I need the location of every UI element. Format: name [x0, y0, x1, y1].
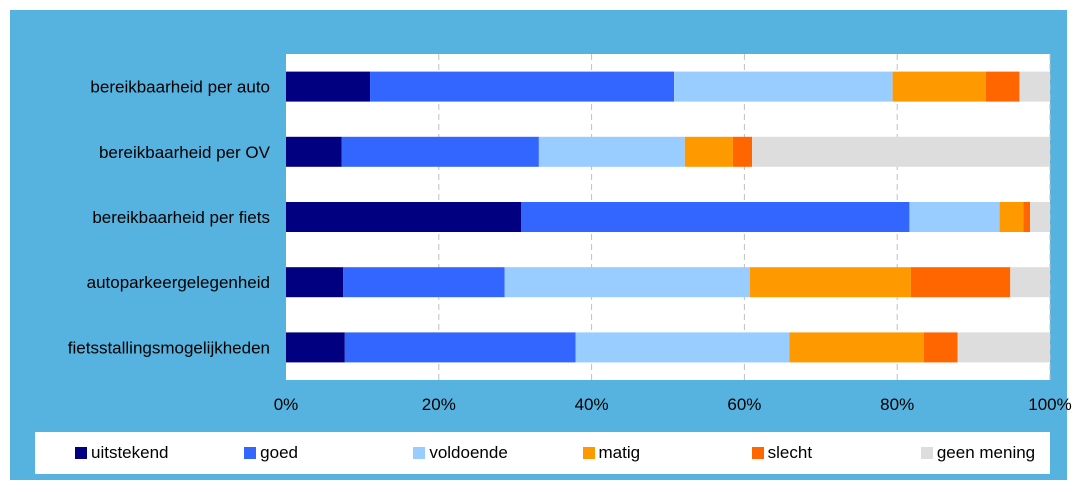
- bar-segment-uitstekend: [286, 332, 345, 363]
- bar-segment-matig: [789, 332, 924, 363]
- bars: [286, 71, 1050, 363]
- legend-item: slecht: [751, 432, 813, 474]
- legend-item: geen mening: [920, 432, 1036, 474]
- category-label: bereikbaarheid per auto: [90, 78, 270, 97]
- bar-segment-matig: [892, 71, 986, 102]
- bar-segment-matig: [684, 136, 733, 167]
- bar-segment-uitstekend: [286, 71, 371, 102]
- category-label: autoparkeergelegenheid: [87, 273, 270, 292]
- legend-item: goed: [244, 432, 298, 474]
- x-tick-labels: 0% 20% 40% 60% 80% 100%: [274, 395, 1072, 414]
- legend-label: slecht: [767, 443, 813, 462]
- legend-label: voldoende: [429, 443, 508, 462]
- bar-segment-voldoende: [504, 267, 750, 298]
- legend-swatch: [751, 447, 764, 459]
- bar-segment-voldoende: [674, 71, 893, 102]
- bar-segment-goed: [521, 202, 910, 232]
- bar-segment-uitstekend: [286, 267, 344, 298]
- legend-swatch: [582, 447, 595, 459]
- bar-segment-goed: [370, 71, 675, 102]
- bar-segment-uitstekend: [286, 136, 342, 167]
- bar-segment-uitstekend: [286, 202, 522, 232]
- bar-segment-voldoende: [538, 136, 685, 167]
- bar-segment-slecht: [985, 71, 1020, 102]
- bar-segment-geen-mening: [1030, 202, 1050, 232]
- legend: uitstekend goed voldoende matig slecht geen m…: [35, 432, 1050, 474]
- legend-label: uitstekend: [91, 443, 169, 462]
- x-tick-label: 60%: [727, 395, 761, 414]
- bar-segment-slecht: [923, 332, 958, 363]
- legend-label: geen mening: [936, 443, 1036, 462]
- legend-swatch: [413, 447, 426, 459]
- legend-item: matig: [582, 432, 641, 474]
- legend-swatch: [75, 447, 87, 459]
- bar-segment-geen-mening: [957, 332, 1050, 363]
- legend-item: uitstekend: [75, 432, 169, 474]
- category-label: fietsstallingsmogelijkheden: [68, 338, 270, 357]
- bar-segment-slecht: [732, 136, 753, 167]
- legend-swatch: [920, 447, 933, 459]
- bar-segment-geen-mening: [1010, 267, 1050, 298]
- bar-segment-matig: [999, 202, 1024, 232]
- x-tick-label: 80%: [880, 395, 914, 414]
- category-labels: bereikbaarheid per auto bereikbaarheid pe…: [68, 78, 271, 358]
- bar-segment-goed: [341, 136, 539, 167]
- bar-segment-matig: [749, 267, 911, 298]
- bar-segment-voldoende: [909, 202, 1000, 232]
- category-label: bereikbaarheid per OV: [99, 143, 271, 162]
- legend-label: goed: [260, 443, 298, 462]
- legend-item: voldoende: [413, 432, 508, 474]
- bar-segment-goed: [344, 332, 576, 363]
- bar-segment-slecht: [1023, 202, 1031, 232]
- bar-segment-voldoende: [575, 332, 790, 363]
- bar-segment-slecht: [910, 267, 1011, 298]
- category-label: bereikbaarheid per fiets: [92, 208, 270, 227]
- legend-label: matig: [598, 443, 641, 462]
- x-tick-label: 20%: [422, 395, 456, 414]
- legend-swatch: [244, 447, 257, 459]
- x-tick-label: 0%: [274, 395, 299, 414]
- x-tick-label: 40%: [575, 395, 609, 414]
- x-tick-label: 100%: [1028, 395, 1071, 414]
- bar-segment-goed: [343, 267, 505, 298]
- bar-segment-geen-mening: [752, 136, 1050, 167]
- bar-segment-geen-mening: [1019, 71, 1050, 102]
